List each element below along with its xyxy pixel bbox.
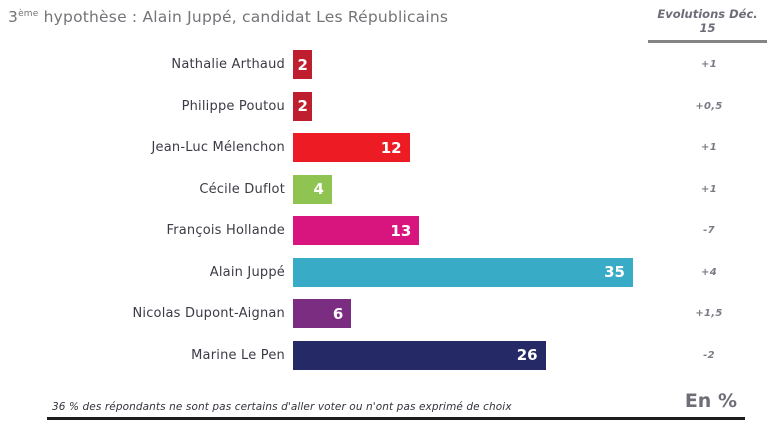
- evolution-value: +1: [701, 142, 717, 154]
- bar-track: 2: [293, 50, 648, 80]
- bar-track: 13: [293, 216, 648, 246]
- bar-track: 6: [293, 299, 648, 329]
- bar-segment: 26: [293, 340, 546, 370]
- footer-note: 36 % des répondants ne sont pas certains…: [52, 401, 512, 413]
- evolution-value: +1,5: [695, 308, 723, 320]
- chart-row: Jean-Luc Mélenchon 12 +1: [0, 127, 770, 169]
- unit-label: En %: [684, 390, 737, 412]
- bar-segment: 2: [293, 91, 313, 121]
- chart-row: Philippe Poutou 2 +0,5: [0, 86, 770, 128]
- evolution-value: +1: [701, 59, 717, 71]
- chart-row: Nathalie Arthaud 2 +1: [0, 44, 770, 86]
- chart-row: Marine Le Pen 26 -2: [0, 335, 770, 377]
- candidate-label: Nathalie Arthaud: [171, 57, 285, 73]
- title-base: 3: [8, 8, 19, 26]
- footer-divider-line: [47, 417, 745, 420]
- bar-segment: 12: [293, 133, 410, 163]
- bar-track: 4: [293, 174, 648, 204]
- bar-segment: 2: [293, 50, 313, 80]
- page-title: 3ème hypothèse : Alain Juppé, candidat L…: [8, 8, 448, 26]
- candidate-label: Jean-Luc Mélenchon: [151, 140, 285, 156]
- evolutions-column-header: Evolutions Déc. 15: [648, 7, 767, 43]
- bar-track: 35: [293, 257, 648, 287]
- evolution-value: -2: [703, 349, 715, 361]
- bar-track: 2: [293, 91, 648, 121]
- evolution-value: +4: [701, 266, 717, 278]
- chart-row: Cécile Duflot 4 +1: [0, 169, 770, 211]
- candidate-label: Philippe Poutou: [181, 98, 285, 114]
- bar-track: 12: [293, 133, 648, 163]
- bar-track: 26: [293, 340, 648, 370]
- candidate-label: Nicolas Dupont-Aignan: [132, 306, 285, 322]
- bar-chart-rows: Nathalie Arthaud 2 +1 Philippe Poutou 2 +0,5 J…: [0, 44, 770, 376]
- candidate-label: Marine Le Pen: [191, 347, 285, 363]
- bar-segment: 4: [293, 174, 332, 204]
- title-superscript: ème: [18, 8, 39, 19]
- evolution-value: +0,5: [695, 100, 723, 112]
- candidate-label: Cécile Duflot: [199, 181, 285, 197]
- chart-row: Alain Juppé 35 +4: [0, 252, 770, 294]
- evolution-value: -7: [703, 225, 715, 237]
- title-rest: hypothèse : Alain Juppé, candidat Les Ré…: [38, 8, 449, 26]
- bar-segment: 35: [293, 257, 633, 287]
- chart-row: Nicolas Dupont-Aignan 6 +1,5: [0, 293, 770, 335]
- bar-segment: 13: [293, 216, 420, 246]
- candidate-label: Alain Juppé: [209, 264, 285, 280]
- evolution-value: +1: [701, 183, 717, 195]
- bar-segment: 6: [293, 299, 352, 329]
- chart-row: François Hollande 13 -7: [0, 210, 770, 252]
- candidate-label: François Hollande: [166, 223, 285, 239]
